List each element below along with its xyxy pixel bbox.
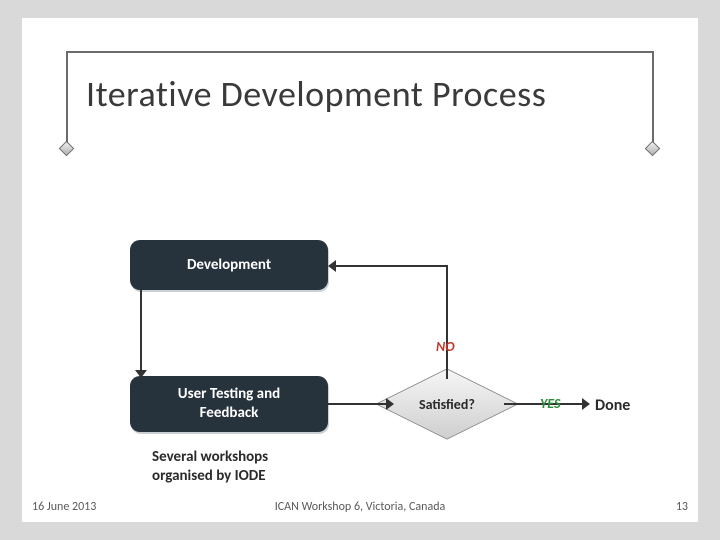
label-done: Done — [595, 396, 630, 415]
frame-diamond-right — [645, 141, 661, 157]
arrowhead-decision-to-done — [582, 398, 590, 410]
caption-line1: Several workshops — [152, 448, 268, 467]
frame-left-stub — [66, 51, 68, 149]
node-development-label: Development — [187, 256, 271, 275]
arrow-dev-to-feedback — [140, 290, 142, 376]
arrow-feedback-to-decision — [328, 403, 388, 405]
decision-label: Satisfied? — [419, 396, 475, 413]
arrowhead-no-to-dev — [328, 260, 336, 272]
node-feedback: User Testing and Feedback — [130, 376, 328, 432]
label-yes: YES — [540, 395, 560, 412]
slide: Iterative Development Process Developmen… — [22, 18, 698, 522]
node-feedback-label: User Testing and Feedback — [178, 385, 280, 423]
caption-line2: organised by IODE — [152, 467, 268, 486]
arrow-no-vertical — [446, 265, 448, 379]
arrowhead-dev-to-feedback — [135, 370, 147, 378]
node-development: Development — [130, 240, 328, 290]
footer-pagenum: 13 — [676, 500, 688, 514]
frame-diamond-left — [59, 141, 75, 157]
arrowhead-feedback-to-decision — [386, 398, 394, 410]
label-no: NO — [436, 338, 455, 355]
frame-right-stub — [652, 51, 654, 149]
arrow-no-horizontal — [334, 265, 448, 267]
caption: Several workshops organised by IODE — [152, 448, 268, 486]
page-title: Iterative Development Process — [86, 72, 546, 116]
frame-top-rule — [66, 51, 654, 53]
footer-venue: ICAN Workshop 6, Victoria, Canada — [22, 500, 698, 514]
